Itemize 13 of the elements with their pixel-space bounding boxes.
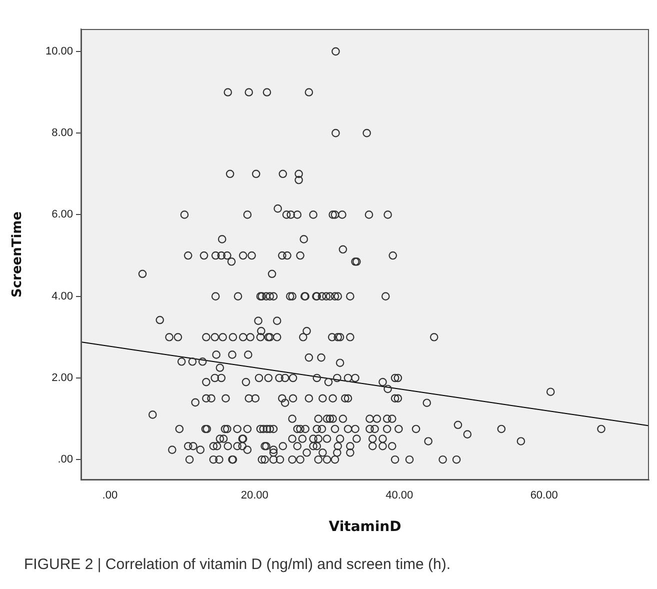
x-axis-title: VitaminD bbox=[328, 519, 402, 536]
y-tick-label: 8.00 bbox=[52, 127, 73, 140]
y-axis-title: ScreenTime bbox=[10, 211, 26, 298]
y-tick-label: 4.00 bbox=[52, 290, 73, 302]
x-tick-label: 40.00 bbox=[386, 490, 414, 502]
x-tick-label: .00 bbox=[102, 490, 118, 502]
x-tick-label: 20.00 bbox=[240, 490, 268, 502]
y-tick-label: 6.00 bbox=[52, 208, 73, 221]
y-tick-label: .00 bbox=[58, 454, 73, 466]
y-tick-label: 2.00 bbox=[52, 372, 73, 384]
x-tick-label: 60.00 bbox=[530, 490, 558, 502]
y-tick-label: 10.00 bbox=[45, 45, 73, 58]
caption: FIGURE 2 | Correlation of vitamin D (ng/ml) and screen time (h). bbox=[24, 556, 451, 573]
